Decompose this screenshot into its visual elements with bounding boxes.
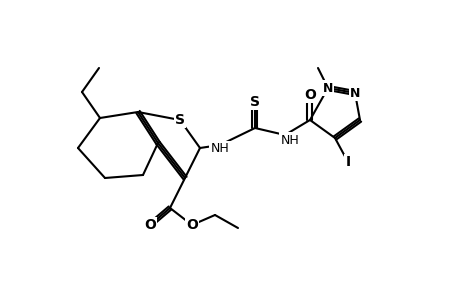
Text: O: O bbox=[303, 88, 315, 102]
Text: NH: NH bbox=[280, 134, 299, 146]
Text: N: N bbox=[322, 82, 332, 94]
Text: NH: NH bbox=[210, 142, 229, 155]
Text: I: I bbox=[345, 155, 350, 169]
Text: O: O bbox=[144, 218, 156, 232]
Text: S: S bbox=[249, 95, 259, 109]
Text: N: N bbox=[349, 86, 359, 100]
Text: O: O bbox=[185, 218, 197, 232]
Text: S: S bbox=[174, 113, 185, 127]
